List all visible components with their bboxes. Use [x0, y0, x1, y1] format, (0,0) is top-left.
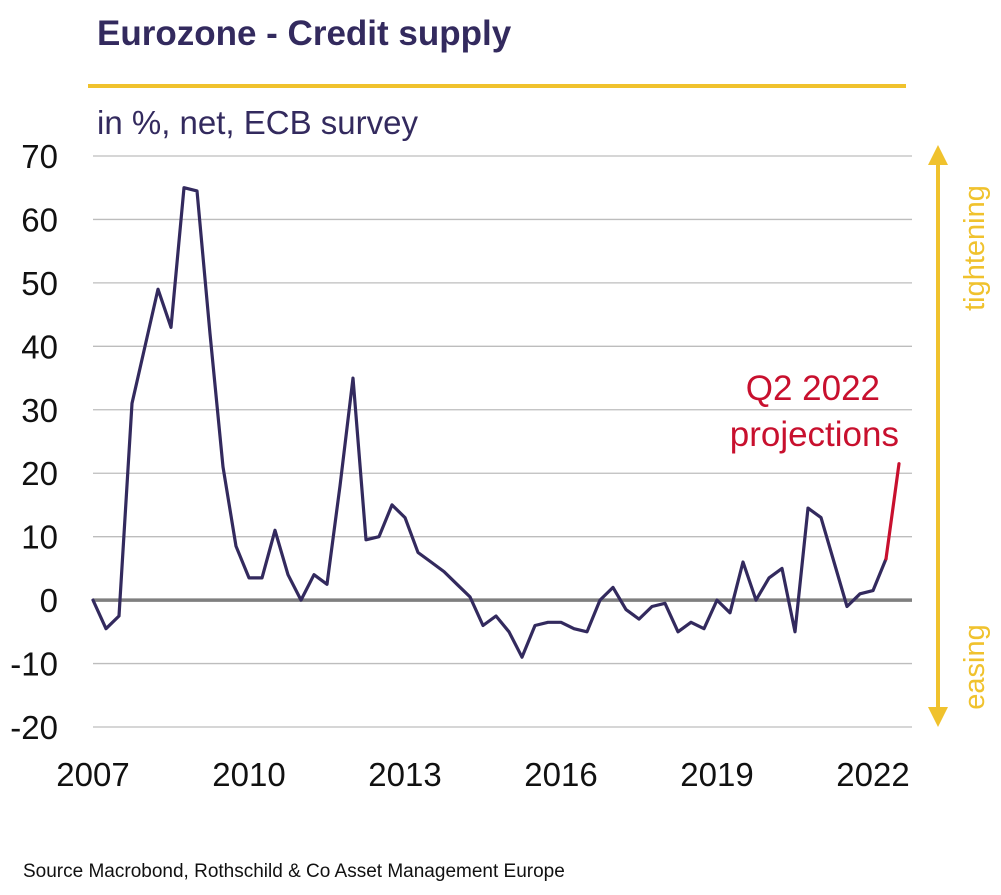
y-tick-label: 50: [21, 265, 58, 302]
y-tick-label: 70: [21, 138, 58, 175]
source-note: Source Macrobond, Rothschild & Co Asset …: [23, 861, 565, 882]
title-rule: [88, 84, 906, 88]
chart-title: Eurozone - Credit supply: [97, 14, 512, 53]
x-tick-label: 2013: [368, 756, 441, 793]
x-tick-label: 2010: [212, 756, 285, 793]
y-tick-label: -20: [10, 709, 58, 746]
y-tick-label: 10: [21, 519, 58, 556]
x-tick-label: 2007: [56, 756, 129, 793]
direction-arrow: [928, 145, 948, 727]
y-tick-label: -10: [10, 646, 58, 683]
y-tick-label: 60: [21, 201, 58, 238]
y-tick-label: 0: [40, 582, 58, 619]
y-tick-label: 30: [21, 392, 58, 429]
easing-label: easing: [959, 624, 991, 709]
projection-annotation-line1: Q2 2022: [746, 369, 880, 408]
tightening-label: tightening: [959, 185, 991, 311]
x-tick-label: 2019: [680, 756, 753, 793]
chart-subtitle: in %, net, ECB survey: [97, 104, 418, 141]
x-axis-labels: 2007 2010 2013 2016 2019 2022: [56, 756, 909, 793]
y-axis-labels: 70 60 50 40 30 20 10 0 -10 -20: [10, 138, 58, 746]
arrow-up-icon: [928, 145, 948, 165]
y-tick-label: 20: [21, 455, 58, 492]
credit-supply-line: [91, 186, 888, 659]
x-tick-label: 2016: [524, 756, 597, 793]
gridlines: [93, 155, 912, 728]
x-tick-label: 2022: [836, 756, 909, 793]
projection-line: [884, 462, 901, 561]
projection-annotation-line2: projections: [730, 415, 899, 454]
series-layer: [91, 186, 901, 659]
y-tick-label: 40: [21, 328, 58, 365]
arrow-down-icon: [928, 707, 948, 727]
